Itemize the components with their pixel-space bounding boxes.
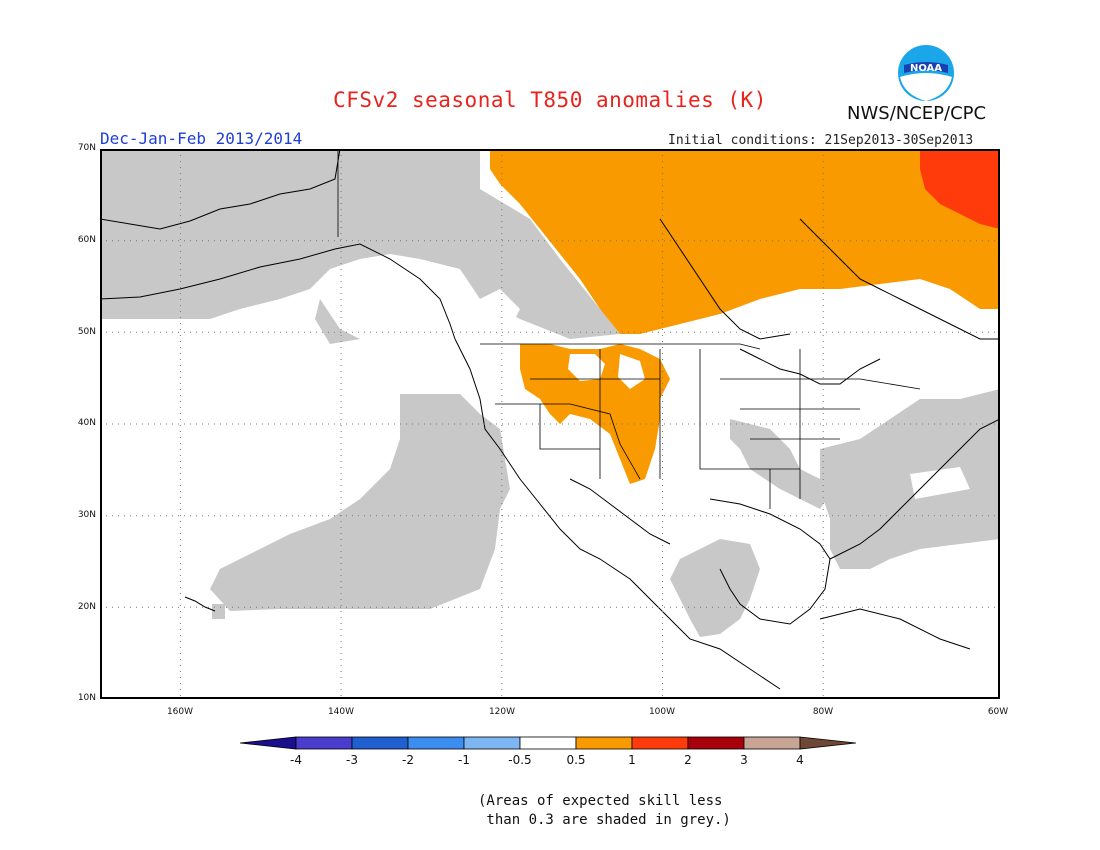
coastlines <box>99 148 1001 690</box>
lat-label-20n: 20N <box>77 602 96 612</box>
colorbar-swatch <box>687 736 745 750</box>
map-frame <box>100 149 1000 699</box>
lon-label-60w: 60W <box>987 707 1009 717</box>
lat-label-70n: 70N <box>77 143 96 153</box>
colorbar-swatch-upper-extend <box>799 736 857 750</box>
colorbar-swatch <box>519 736 577 750</box>
anomaly-map <box>99 148 1001 699</box>
colorbar-tick-label: 1 <box>628 753 636 767</box>
initial-conditions-label: Initial conditions: 21Sep2013-30Sep2013 <box>668 133 974 148</box>
lat-label-60n: 60N <box>77 235 96 245</box>
colorbar-swatch-lower-extend <box>239 736 297 750</box>
anomaly-1-2-shading <box>920 149 1000 229</box>
graticule <box>100 149 1000 699</box>
noaa-logo: NOAA <box>896 43 956 107</box>
lat-label-50n: 50N <box>77 327 96 337</box>
lon-label-120w: 120W <box>488 707 516 717</box>
svg-text:NOAA: NOAA <box>910 63 942 74</box>
colorbar-tick-label: -3 <box>346 753 358 767</box>
lat-label-30n: 30N <box>77 510 96 520</box>
colorbar-tick-label: -2 <box>402 753 414 767</box>
colorbar-tick-label: 3 <box>740 753 748 767</box>
colorbar-tick-label: -0.5 <box>508 753 532 767</box>
borders <box>337 149 921 509</box>
lon-label-160w: 160W <box>166 707 194 717</box>
colorbar-tick-label: 4 <box>796 753 804 767</box>
colorbar-swatch <box>295 736 353 750</box>
colorbar-tick-label: -4 <box>290 753 302 767</box>
footnote: (Areas of expected skill less than 0.3 a… <box>478 792 731 830</box>
colorbar-swatch <box>575 736 633 750</box>
colorbar <box>239 735 862 755</box>
lat-label-40n: 40N <box>77 418 96 428</box>
lon-label-100w: 100W <box>648 707 676 717</box>
chart-title: CFSv2 seasonal T850 anomalies (K) <box>333 88 767 112</box>
lon-label-80w: 80W <box>812 707 834 717</box>
footnote-line-2: than 0.3 are shaded in grey.) <box>478 812 731 828</box>
colorbar-swatch <box>351 736 409 750</box>
lat-label-10n: 10N <box>77 693 96 703</box>
map-panel <box>99 148 1001 703</box>
colorbar-swatch <box>743 736 801 750</box>
colorbar-tick-label: 2 <box>684 753 692 767</box>
footnote-line-1: (Areas of expected skill less <box>478 793 723 809</box>
colorbar-swatch <box>407 736 465 750</box>
lon-label-140w: 140W <box>327 707 355 717</box>
colorbar-swatch <box>631 736 689 750</box>
agency-label: NWS/NCEP/CPC <box>847 103 987 124</box>
colorbar-swatch <box>463 736 521 750</box>
colorbar-tick-label: 0.5 <box>566 753 586 767</box>
colorbar-tick-label: -1 <box>458 753 470 767</box>
season-label: Dec-Jan-Feb 2013/2014 <box>100 129 303 148</box>
